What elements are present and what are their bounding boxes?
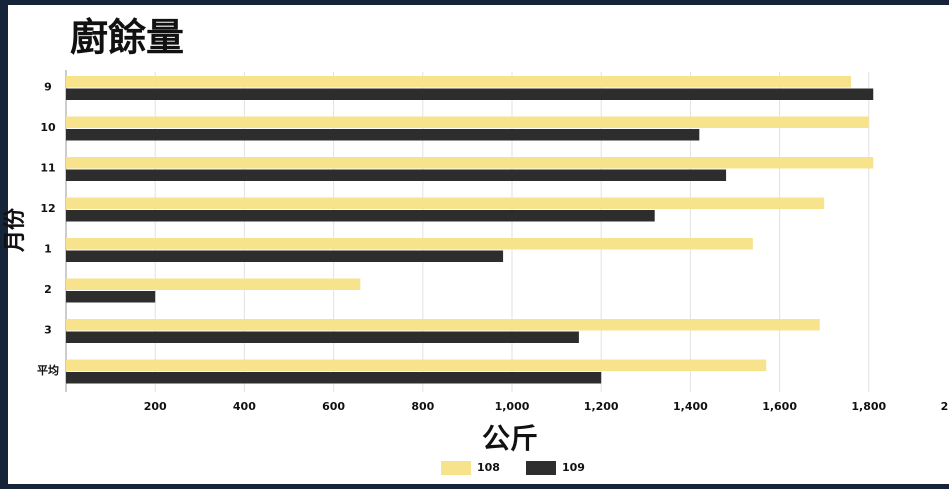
x-tick-label: 200 xyxy=(144,400,167,413)
bar xyxy=(66,76,851,88)
x-tick-label: 600 xyxy=(322,400,345,413)
y-axis-label: 月份 xyxy=(3,207,28,253)
y-tick-label: 1 xyxy=(44,243,52,256)
x-tick-label: 2,000 xyxy=(941,400,949,413)
y-tick-label: 9 xyxy=(44,81,52,94)
y-tick-label: 2 xyxy=(44,283,52,296)
bar xyxy=(66,210,655,222)
y-tick-label: 平均 xyxy=(37,363,59,377)
bar xyxy=(66,278,361,290)
x-tick-label: 1,800 xyxy=(851,400,886,413)
bar xyxy=(66,238,753,250)
bar xyxy=(66,319,820,331)
bar xyxy=(66,169,727,181)
bar xyxy=(66,250,504,262)
bar xyxy=(66,116,869,128)
x-tick-label: 1,000 xyxy=(495,400,530,413)
bar xyxy=(66,88,874,100)
x-tick-label: 800 xyxy=(411,400,434,413)
y-tick-label: 3 xyxy=(44,324,52,337)
bar xyxy=(66,157,874,169)
legend-swatch xyxy=(441,461,471,475)
x-tick-label: 400 xyxy=(233,400,256,413)
bar xyxy=(66,331,579,343)
bar xyxy=(66,291,156,303)
bar xyxy=(66,129,700,141)
y-tick-label: 12 xyxy=(40,202,55,215)
chart-title: 廚餘量 xyxy=(70,16,184,60)
legend-swatch xyxy=(526,461,556,475)
y-tick-label: 10 xyxy=(40,121,56,134)
x-axis-label: 公斤 xyxy=(482,422,538,455)
y-tick-label: 11 xyxy=(40,162,55,175)
bar xyxy=(66,372,602,384)
x-tick-label: 1,600 xyxy=(762,400,797,413)
x-tick-label: 1,200 xyxy=(584,400,619,413)
x-tick-label: 1,400 xyxy=(673,400,708,413)
bar xyxy=(66,197,825,209)
bar xyxy=(66,359,767,371)
legend-label: 108 xyxy=(477,461,500,474)
legend-label: 109 xyxy=(562,461,585,474)
